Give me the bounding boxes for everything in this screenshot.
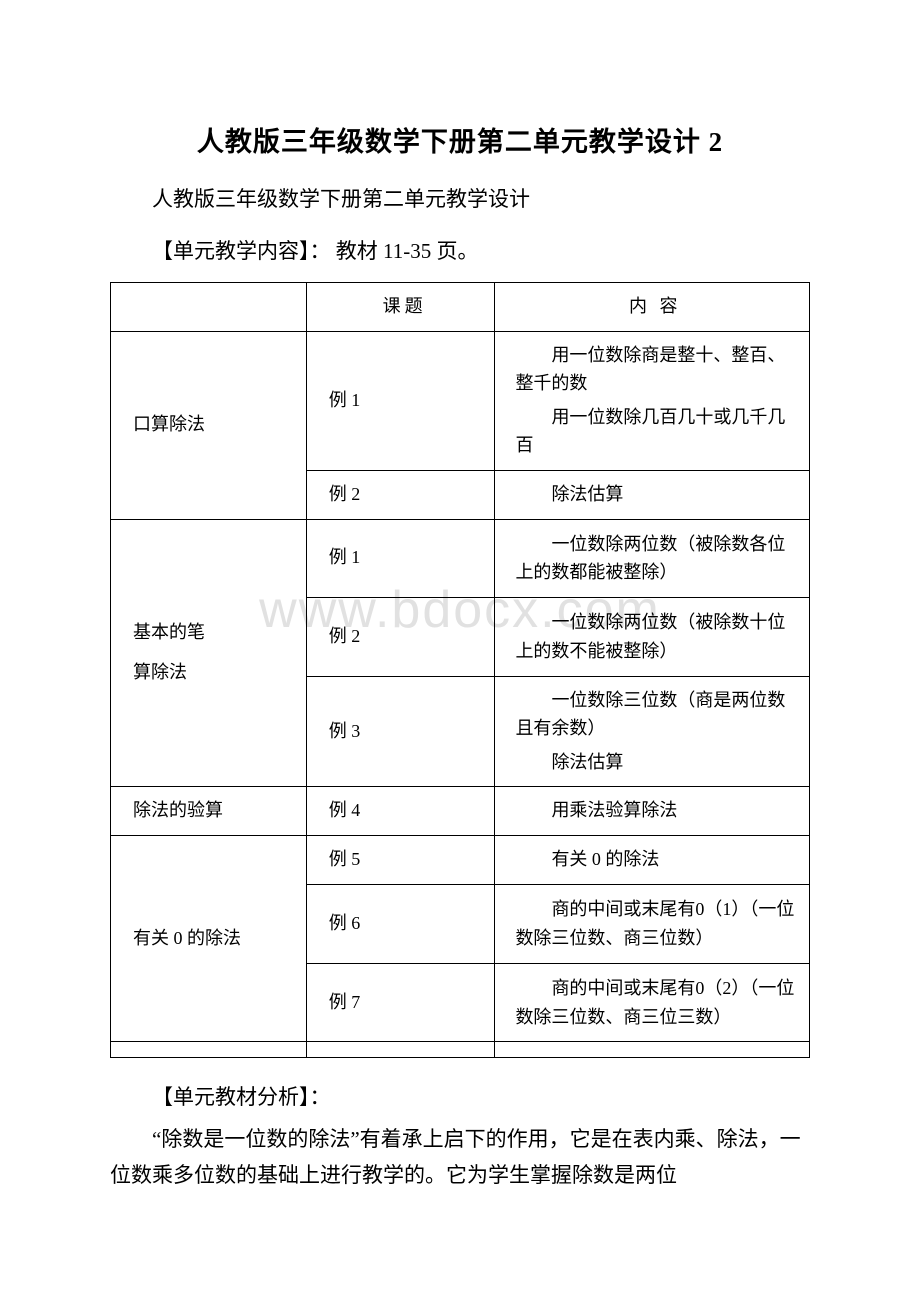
table-row: 有关 0 的除法 例 5 有关 0 的除法 (111, 836, 810, 885)
header-cell-empty (111, 283, 307, 332)
page-title: 人教版三年级数学下册第二单元教学设计 2 (110, 120, 810, 159)
table-row: 除法的验算 例 4 用乘法验算除法 (111, 787, 810, 836)
content-cell: 用一位数除商是整十、整百、整千的数 用一位数除几百几十或几千几百 (495, 332, 810, 471)
topic-cell: 例 1 (306, 332, 495, 471)
table-row: 口算除法 例 1 用一位数除商是整十、整百、整千的数 用一位数除几百几十或几千几… (111, 332, 810, 471)
table-header-row: 课题 内 容 (111, 283, 810, 332)
unit-content-label: 【单元教学内容】： 教材 11-35 页。 (110, 235, 810, 269)
table-row: 基本的笔 算除法 例 1 一位数除两位数（被除数各位上的数都能被整除） (111, 519, 810, 598)
page-content: 人教版三年级数学下册第二单元教学设计 2 人教版三年级数学下册第二单元教学设计 … (110, 120, 810, 1193)
content-cell: 有关 0 的除法 (495, 836, 810, 885)
header-cell-topic: 课题 (306, 283, 495, 332)
topic-cell: 例 2 (306, 470, 495, 519)
section-label-cell: 有关 0 的除法 (111, 836, 307, 1042)
topic-cell: 例 3 (306, 676, 495, 787)
topic-cell: 例 5 (306, 836, 495, 885)
header-cell-content: 内 容 (495, 283, 810, 332)
content-cell: 商的中间或末尾有0（1）（一位数除三位数、商三位数） (495, 885, 810, 964)
analysis-body: “除数是一位数的除法”有着承上启下的作用，它是在表内乘、除法，一位数乘多位数的基… (110, 1122, 810, 1193)
analysis-label: 【单元教材分析】： (110, 1080, 810, 1116)
topic-cell: 例 6 (306, 885, 495, 964)
content-cell: 除法估算 (495, 470, 810, 519)
content-cell: 一位数除两位数（被除数各位上的数都能被整除） (495, 519, 810, 598)
content-table: 课题 内 容 口算除法 例 1 用一位数除商是整十、整百、整千的数 用一位数除几… (110, 282, 810, 1058)
subtitle: 人教版三年级数学下册第二单元教学设计 (110, 183, 810, 217)
content-cell: 商的中间或末尾有0（2）（一位数除三位数、商三位三数） (495, 963, 810, 1042)
topic-cell: 例 7 (306, 963, 495, 1042)
content-cell: 用乘法验算除法 (495, 787, 810, 836)
topic-cell: 例 1 (306, 519, 495, 598)
section-label-cell: 基本的笔 算除法 (111, 519, 307, 787)
section-label-cell: 口算除法 (111, 332, 307, 519)
topic-cell: 例 2 (306, 598, 495, 677)
section-label-cell: 除法的验算 (111, 787, 307, 836)
table-empty-row (111, 1042, 810, 1058)
content-cell: 一位数除两位数（被除数十位上的数不能被整除） (495, 598, 810, 677)
content-cell: 一位数除三位数（商是两位数且有余数） 除法估算 (495, 676, 810, 787)
topic-cell: 例 4 (306, 787, 495, 836)
